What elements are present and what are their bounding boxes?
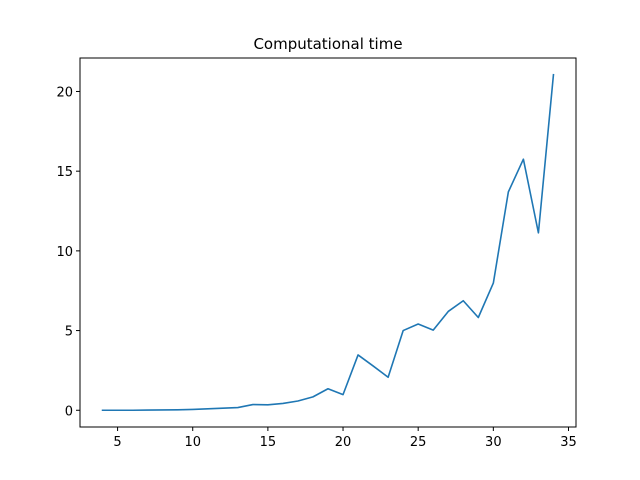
y-tick-label: 5	[65, 325, 73, 340]
x-tick-label: 30	[485, 435, 502, 450]
plot-area	[101, 73, 555, 412]
chart-title: Computational time	[253, 35, 402, 53]
axes-frame	[79, 57, 577, 428]
y-tick-label: 20	[56, 85, 73, 100]
x-tick-label: 35	[560, 435, 577, 450]
x-tick-label: 10	[184, 435, 201, 450]
y-tick-label: 15	[56, 165, 73, 180]
x-tick-label: 20	[335, 435, 352, 450]
x-tick-label: 5	[113, 435, 121, 450]
x-tick-label: 25	[410, 435, 427, 450]
y-tick-label: 10	[56, 245, 73, 260]
y-axis: 0 5 10 15 20	[56, 85, 80, 419]
x-axis: 5 10 15 20 25 30 35	[113, 427, 577, 450]
series-line-0	[101, 73, 555, 412]
x-tick-label: 15	[260, 435, 277, 450]
y-tick-label: 0	[65, 404, 73, 419]
